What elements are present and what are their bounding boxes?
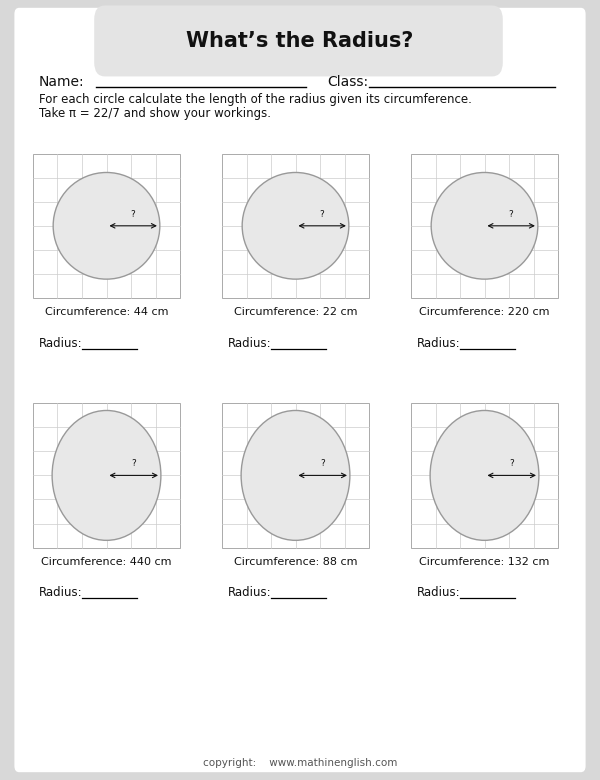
Text: Circumference: 22 cm: Circumference: 22 cm [234, 307, 357, 317]
Ellipse shape [430, 410, 539, 541]
Ellipse shape [241, 410, 350, 541]
Text: For each circle calculate the length of the radius given its circumference.: For each circle calculate the length of … [39, 94, 472, 106]
Text: Circumference: 132 cm: Circumference: 132 cm [419, 557, 550, 567]
Text: What’s the Radius?: What’s the Radius? [187, 30, 413, 51]
FancyBboxPatch shape [94, 5, 503, 76]
Bar [222, 154, 369, 298]
Text: Class:: Class: [327, 75, 368, 89]
Bar [222, 403, 369, 548]
Text: ?: ? [131, 210, 136, 218]
Bar [33, 154, 180, 298]
Bar [411, 403, 558, 548]
Text: Radius:: Radius: [417, 337, 461, 349]
Text: Radius:: Radius: [228, 337, 272, 349]
Text: Name:: Name: [39, 75, 85, 89]
Bar [411, 154, 558, 298]
Text: Take π = 22/7 and show your workings.: Take π = 22/7 and show your workings. [39, 108, 271, 120]
Text: copyright:    www.mathinenglish.com: copyright: www.mathinenglish.com [203, 758, 397, 768]
Text: ?: ? [509, 459, 514, 468]
Text: ?: ? [131, 459, 136, 468]
Text: Circumference: 220 cm: Circumference: 220 cm [419, 307, 550, 317]
Ellipse shape [431, 172, 538, 279]
Bar [33, 403, 180, 548]
Text: Radius:: Radius: [228, 587, 272, 599]
Text: Circumference: 44 cm: Circumference: 44 cm [45, 307, 168, 317]
Text: Radius:: Radius: [417, 587, 461, 599]
Text: Circumference: 88 cm: Circumference: 88 cm [234, 557, 357, 567]
Text: ?: ? [320, 210, 325, 218]
Text: Circumference: 440 cm: Circumference: 440 cm [41, 557, 172, 567]
Ellipse shape [53, 172, 160, 279]
Text: ?: ? [509, 210, 514, 218]
Ellipse shape [242, 172, 349, 279]
Text: Radius:: Radius: [39, 587, 83, 599]
Text: Radius:: Radius: [39, 337, 83, 349]
Ellipse shape [52, 410, 161, 541]
Text: ?: ? [320, 459, 325, 468]
